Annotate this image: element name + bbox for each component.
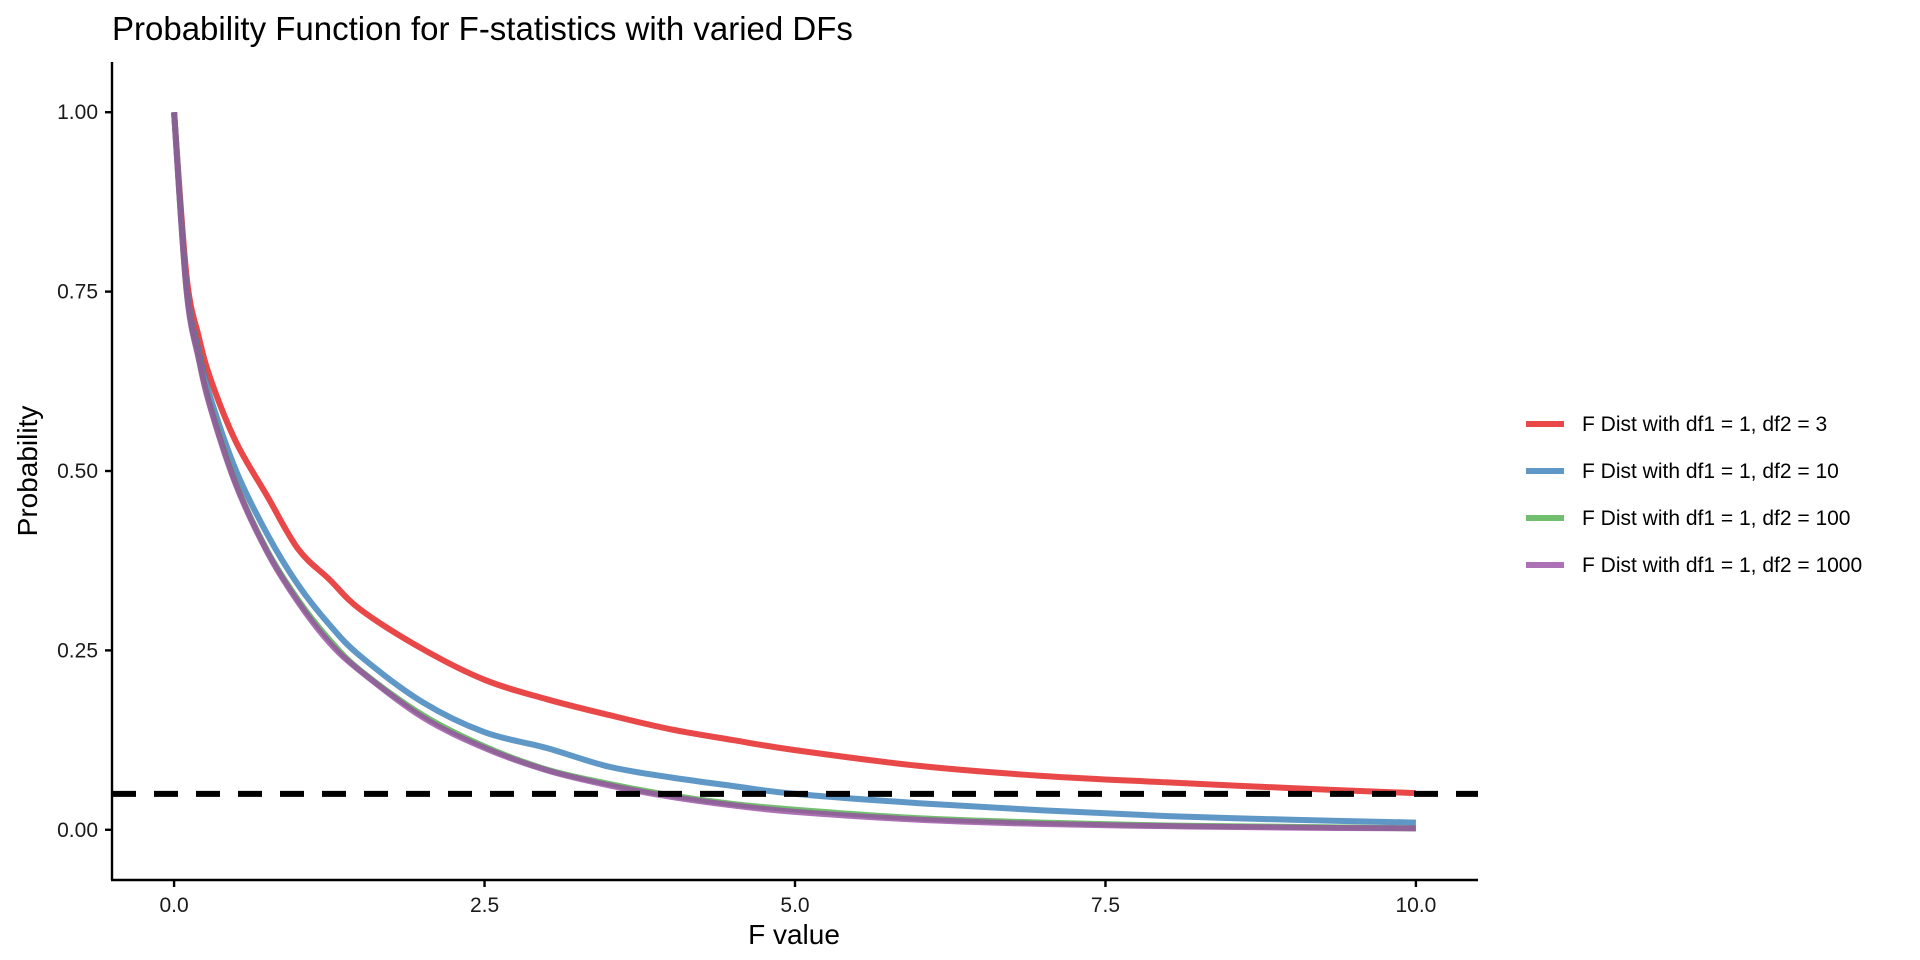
y-tick-label: 0.75 — [57, 281, 98, 304]
series-line-4 — [171, 112, 1416, 832]
legend: F Dist with df1 = 1, df2 = 3 F Dist with … — [1526, 413, 1862, 577]
x-axis-title: F value — [748, 919, 840, 950]
series-line-3 — [171, 112, 1416, 832]
legend-item: F Dist with df1 = 1, df2 = 1000 — [1526, 554, 1862, 577]
x-tick-label: 0.0 — [159, 894, 188, 917]
y-axis-title: Probability — [12, 406, 43, 537]
x-axis-ticks: 0.0 2.5 5.0 7.5 10.0 — [159, 880, 1436, 917]
y-tick-label: 0.25 — [57, 639, 98, 662]
chart-title: Probability Function for F-statistics wi… — [112, 10, 853, 47]
y-tick-label: 0.50 — [57, 460, 98, 483]
legend-item: F Dist with df1 = 1, df2 = 10 — [1526, 460, 1839, 483]
x-tick-label: 2.5 — [470, 894, 499, 917]
y-axis-ticks: 0.00 0.25 0.50 0.75 1.00 — [57, 101, 112, 842]
plot-area — [112, 112, 1478, 832]
legend-label: F Dist with df1 = 1, df2 = 100 — [1582, 507, 1850, 530]
series-line-2 — [171, 112, 1416, 826]
legend-item: F Dist with df1 = 1, df2 = 100 — [1526, 507, 1850, 530]
legend-item: F Dist with df1 = 1, df2 = 3 — [1526, 413, 1827, 436]
series-line-1 — [171, 112, 1417, 797]
x-tick-label: 10.0 — [1395, 894, 1436, 917]
x-tick-label: 7.5 — [1091, 894, 1120, 917]
y-tick-label: 0.00 — [57, 819, 98, 842]
y-tick-label: 1.00 — [57, 101, 98, 124]
legend-label: F Dist with df1 = 1, df2 = 10 — [1582, 460, 1839, 483]
x-tick-label: 5.0 — [780, 894, 809, 917]
legend-label: F Dist with df1 = 1, df2 = 1000 — [1582, 554, 1862, 577]
legend-label: F Dist with df1 = 1, df2 = 3 — [1582, 413, 1827, 436]
